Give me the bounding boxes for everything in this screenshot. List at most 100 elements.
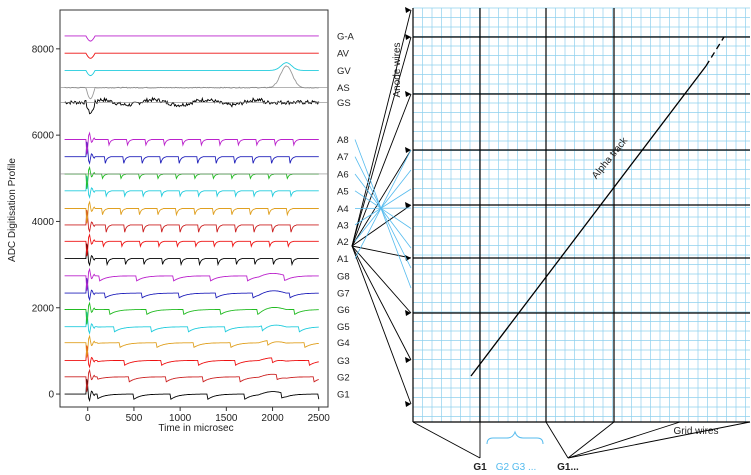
connector-fan [351,7,412,407]
arrow-head [405,401,411,407]
series-label-a1: A1 [337,254,349,265]
series-line-gs [64,96,320,115]
series-line-a6 [64,165,319,189]
fan-cyan [354,156,412,269]
fan-arrow [351,245,412,259]
fan-cyan [354,188,412,226]
series-line-a8 [64,131,319,155]
bottom-arrow [567,421,681,459]
fan-arrow [351,245,412,405]
series-line-g3 [64,345,319,369]
series-label-gv: GV [337,66,351,77]
arrow-head [405,202,411,208]
series-line-a5 [64,175,319,199]
bottom-arrows [412,421,751,459]
wire-chamber-diagram: Alpha track Anode wires Grid wires G1 G2… [392,7,751,473]
x-tick-label: 0 [85,413,91,424]
brace [486,430,544,445]
fan-arrow [351,9,412,247]
alpha-track [470,65,707,377]
y-tick-label: 6000 [32,131,55,142]
light-grid [412,7,750,422]
x-tick-label: 1000 [169,413,192,424]
label-g1: G1 [473,462,487,473]
series-line-av [64,52,319,59]
bottom-arrow [567,421,615,459]
grid-wires-label: Grid wires [673,426,718,437]
series-label-g7: G7 [337,289,350,300]
series-group [60,35,328,403]
fan-arrow [351,93,412,247]
x-axis-ticks: 0 500 1000 1500 2000 2500 [85,407,330,424]
series-label-a4: A4 [337,204,349,215]
series-line-a3 [64,209,319,234]
adc-signal-plot: 0 2000 4000 6000 8000 0 500 1000 1500 2000 2500 G… [7,9,355,434]
x-tick-label: 2000 [261,413,284,424]
series-label-a5: A5 [337,186,349,197]
label-g1-ellipsis: G1... [557,462,579,473]
arrow-head [405,34,411,40]
series-label-g4: G4 [337,338,350,349]
anode-wires-label: Anode wires [392,42,403,97]
fan-cyan [354,207,412,209]
series-line-a4 [64,200,319,224]
series-label-a8: A8 [337,135,349,146]
series-line-g2 [64,368,319,392]
label-g2-g3: G2 G3 ... [496,462,537,473]
y-axis-label: ADC Digitisation Profile [7,158,18,262]
arrow-head [405,91,411,97]
arrow-head [405,357,411,363]
series-line-g5 [64,311,319,335]
series-line-g7 [64,278,319,302]
y-axis-ticks: 0 2000 4000 6000 8000 [32,44,60,401]
series-label-g6: G6 [337,305,350,316]
series-line-g-a [64,35,319,42]
series-label-a3: A3 [337,220,349,231]
y-tick-label: 8000 [32,44,55,55]
fan-arrow [351,245,412,361]
series-line-gv [64,62,319,77]
alpha-track-dashed [705,36,725,67]
y-tick-label: 2000 [32,303,55,314]
fan-arrow [351,149,412,247]
fan-arrow [351,245,412,314]
series-line-g4 [64,334,319,358]
series-line-g8 [64,267,319,291]
series-label-as: AS [337,83,350,94]
series-label-gs: GS [337,98,351,109]
fan-cyan [354,173,412,249]
fan-arrow [351,36,412,247]
series-line-as [64,65,319,100]
dark-grid [412,8,750,423]
series-label-g5: G5 [337,322,350,333]
series-label-g1: G1 [337,390,350,401]
fan-cyan [354,149,412,259]
series-label-g2: G2 [337,372,350,383]
series-line-g1 [64,379,320,403]
x-tick-label: 500 [126,413,143,424]
series-label-a2: A2 [337,237,349,248]
x-tick-label: 2500 [308,413,331,424]
series-label-a6: A6 [337,169,349,180]
fan-cyan [354,169,412,242]
arrow-head [405,147,411,153]
x-tick-label: 1500 [215,413,238,424]
series-label-g-a: G-A [337,31,355,42]
series-labels: G1 G2 G3 G4 G5 G6 G7 G8 A1 A2 A3 A4 A5 A6 A7 A8 GS AS GV AV… [337,31,355,400]
y-tick-label: 0 [48,390,54,401]
plot-frame [59,9,329,408]
series-line-a1 [64,243,319,267]
series-label-av: AV [337,49,350,60]
fan-arrow [351,204,412,247]
series-line-a7 [64,141,319,165]
fan-cyan [354,190,412,229]
bottom-arrow [412,421,481,459]
fan-cyan [354,139,412,289]
bottom-arrow [567,421,751,459]
series-label-g8: G8 [337,271,350,282]
series-line-a2 [64,233,319,257]
bottom-arrow [545,421,569,459]
arrow-head [405,7,411,13]
series-label-g3: G3 [337,356,350,367]
